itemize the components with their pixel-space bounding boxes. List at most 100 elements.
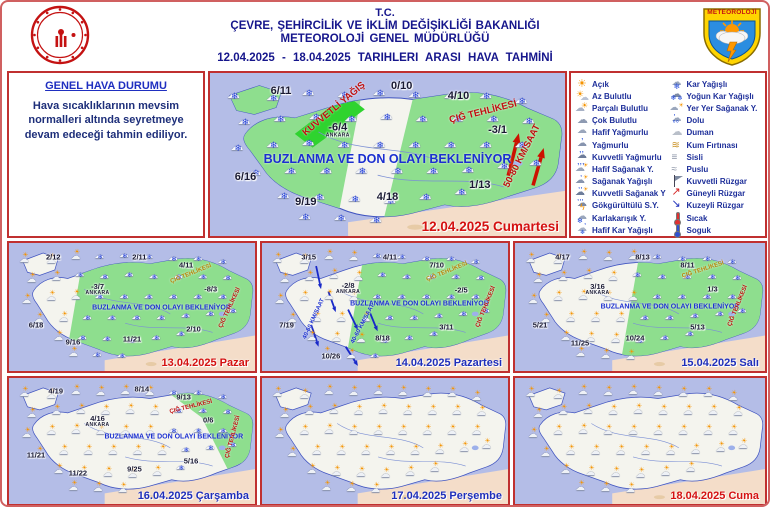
weather-icon-snow: ☁ ❄ xyxy=(407,135,421,151)
legend-item: ☁, Hafif Yağmurlu xyxy=(575,126,670,141)
weather-icon-snow: ☁ ❄ xyxy=(175,460,186,472)
weather-icon-partly-cloudy: ☁ ☀ xyxy=(446,424,457,438)
cold-icon xyxy=(670,223,685,238)
weather-icon-snow: ☁ ❄ xyxy=(702,251,712,263)
weather-icon-partly-cloudy: ☁ ☀ xyxy=(635,467,646,481)
weather-icon-snow: ☁ ❄ xyxy=(143,290,154,302)
weather-icon-partly-cloudy: ☁ ☀ xyxy=(274,426,285,440)
weather-icon-partly-cloudy: ☁ ☀ xyxy=(286,445,297,459)
weather-icon-snow: ☁ ❄ xyxy=(652,250,662,262)
title-ministry: ÇEVRE, ŞEHİRCİLİK VE İKLİM DEĞİŞİKLİĞİ B… xyxy=(230,20,540,32)
weather-icon-partly-cloudy: ☁ ☀ xyxy=(525,386,536,400)
weather-icon-partly-cloudy: ☁ ☀ xyxy=(560,463,571,477)
weather-icon-partly-cloudy: ☁ ☀ xyxy=(728,390,738,404)
temperature-label: 4/17 xyxy=(555,252,570,262)
weather-icon-partly-cloudy: ☁ ☀ xyxy=(481,438,491,452)
sand-icon: ≋ xyxy=(671,139,680,151)
weather-icon-snow: ☁ ❄ xyxy=(227,304,237,316)
weather-icon-snow: ☁ ❄ xyxy=(77,331,87,342)
weather-icon-snow: ☁ ❄ xyxy=(116,348,127,360)
weather-icon-snow: ☁ ❄ xyxy=(454,182,468,198)
weather-icon-partly-cloudy: ☁ ☀ xyxy=(323,288,334,302)
weather-icon-partly-cloudy: ☁ ☀ xyxy=(306,329,317,343)
weather-icon-snow: ☁ ❄ xyxy=(714,306,725,318)
weather-icon-snow: ☁ ❄ xyxy=(222,405,232,417)
weather-icon-partly-cloudy: ☁ ☀ xyxy=(156,444,167,458)
rain-icon: ☁,, xyxy=(577,137,587,154)
weather-icon-snow: ☁ ❄ xyxy=(217,290,227,302)
weather-icon-snow: ☁ ❄ xyxy=(197,269,208,281)
temperature-label: 0/6 xyxy=(203,415,214,425)
weather-icon-snow: ☁ ❄ xyxy=(632,268,642,280)
weather-icon-snow: ☁ ❄ xyxy=(407,84,421,100)
weather-icon-partly-cloudy: ☁ ☀ xyxy=(610,332,621,346)
weather-icon-snow: ☁ ❄ xyxy=(106,310,117,322)
weather-icon-partly-cloudy: ☁ ☀ xyxy=(360,444,371,458)
weather-icon-partly-cloudy: ☁ ☀ xyxy=(107,444,118,458)
weather-icon-snow: ☁ ❄ xyxy=(301,133,315,149)
weather-icon-partly-cloudy: ☁ ☀ xyxy=(19,386,29,400)
weather-icon-snow: ☁ ❄ xyxy=(737,304,747,316)
legend-item-label: Güneyli Rüzgar xyxy=(686,189,746,199)
weather-icon-snow: ☁ ❄ xyxy=(408,310,419,322)
weather-icon-snow: ☁ ❄ xyxy=(94,250,104,262)
weather-icon-partly-cloudy: ☁ ☀ xyxy=(553,387,563,401)
legend-item-label: Kuvvetli Rüzgar xyxy=(686,177,747,187)
weather-icon-partly-cloudy: ☁ ☀ xyxy=(585,331,596,344)
weather-icon-partly-cloudy: ☁ ☀ xyxy=(608,404,618,418)
ministry-logo xyxy=(30,5,90,65)
weather-icon-partly-cloudy: ☁ ☀ xyxy=(323,422,334,436)
weather-icon-partly-cloudy: ☁ ☀ xyxy=(370,482,381,496)
turkey-map-svg xyxy=(515,243,765,371)
weather-icon-snow: ☁ ❄ xyxy=(283,161,297,177)
lsnow-icon: ☁ ❄ xyxy=(577,222,587,236)
weather-icon-snow: ☁ ❄ xyxy=(217,390,227,402)
weather-icon-partly-cloudy: ☁ ☀ xyxy=(405,464,415,478)
weather-icon-partly-cloudy: ☁ ☀ xyxy=(380,467,390,481)
weather-icon-partly-cloudy: ☁ ☀ xyxy=(68,346,78,360)
temperature-label: 8/11 xyxy=(680,260,695,270)
weather-icon-partly-cloudy: ☁ ☀ xyxy=(311,310,322,324)
temperature-label: 4/18 xyxy=(376,190,399,203)
lshower-icon: ☀ ☁, xyxy=(575,162,589,178)
weather-icon-partly-cloudy: ☁ ☀ xyxy=(583,268,593,282)
hot-icon xyxy=(670,211,685,226)
legend-item: ☀ ☁,, Sağanak Yağışlı xyxy=(575,175,670,190)
city-label: ANKARA xyxy=(336,288,361,295)
weather-icon-partly-cloudy: ☁ ☀ xyxy=(703,386,713,400)
weather-icon-snow: ☁ ❄ xyxy=(664,310,675,322)
weather-icon-partly-cloudy: ☁ ☀ xyxy=(93,480,103,494)
weather-icon-partly-cloudy: ☁ ☀ xyxy=(346,347,356,361)
map-date-label: 14.04.2025 Pazartesi xyxy=(395,357,502,369)
weather-icon-partly-cloudy: ☁ ☀ xyxy=(660,464,671,478)
nwind-icon: ↘ xyxy=(671,198,681,211)
weather-icon-snow: ☁ ❄ xyxy=(265,87,279,103)
map-overlay: ☁ ☀ ☁ ☀ ☁ ☀ ☁ ☀ ☁ ☀ ☁ ❄ ☁ ❄ ☁ ❄ ☁ ❄ ☁ ☀ ☁ ☀ ☁ ☀ ☁ ☀ ☁ ❄ ☁ ❄ ☁ ❄ ☁ ❄ ☁ ❄ ☁ ☀ ☁ ☀… xyxy=(515,243,765,371)
legend-item-label: Yoğun Kar Yağışlı xyxy=(686,91,754,101)
weather-icon-partly-cloudy: ☁ ☀ xyxy=(578,288,588,302)
weather-icon-partly-cloudy: ☁ ☀ xyxy=(272,251,282,265)
temperature-label: 8/13 xyxy=(635,252,650,262)
weather-icon-partly-cloudy: ☁ ☀ xyxy=(353,404,363,418)
map-monday: ☁ ☀ ☁ ☀ ☁ ☀ ☁ ☀ ☁ ❄ ☁ ❄ ☁ ❄ ☁ ❄ ☁ ❄ ☁ ☀ ☁ ☀ ☁ ☀ ☁ ☀ ☁ ❄ ☁ ❄ ☁ ❄ ☁ ❄ ☁ ❄ ☁ ☀ ☁ ☀… xyxy=(260,241,510,373)
legend-item-label: Karlakarışık Y. xyxy=(592,213,647,223)
weather-icon-snow: ☁ ❄ xyxy=(333,208,347,224)
suncloud-icon: ☀ ☁ xyxy=(576,88,589,102)
pcloud-icon: ☀ ☁ xyxy=(575,100,589,114)
map-annotation: BUZLANMA VE DON OLAYI BEKLENİYOR xyxy=(104,433,244,441)
weather-icon-snow: ☁ ❄ xyxy=(372,135,386,151)
weather-icon-snow: ☁ ❄ xyxy=(702,290,712,302)
weather-icon-partly-cloudy: ☁ ☀ xyxy=(33,311,44,325)
weather-icon-snow: ☁ ❄ xyxy=(74,268,85,280)
weather-icon-partly-cloudy: ☁ ☀ xyxy=(328,402,339,416)
weather-icon-partly-cloudy: ☁ ☀ xyxy=(331,464,341,478)
weather-icon-snow: ☁ ❄ xyxy=(401,269,412,281)
weather-icon-partly-cloudy: ☁ ☀ xyxy=(120,383,130,397)
windflag-icon xyxy=(670,175,685,188)
weather-icon-snow: ☁ ❄ xyxy=(470,290,480,302)
weather-icon-snow: ☁ ❄ xyxy=(131,310,141,322)
weather-icon-partly-cloudy: ☁ ☀ xyxy=(565,444,576,458)
weather-icon-snow: ☁ ❄ xyxy=(732,270,742,282)
weather-icon-snow: ☁ ❄ xyxy=(82,310,92,322)
weather-icon-snow: ☁ ❄ xyxy=(426,269,436,281)
